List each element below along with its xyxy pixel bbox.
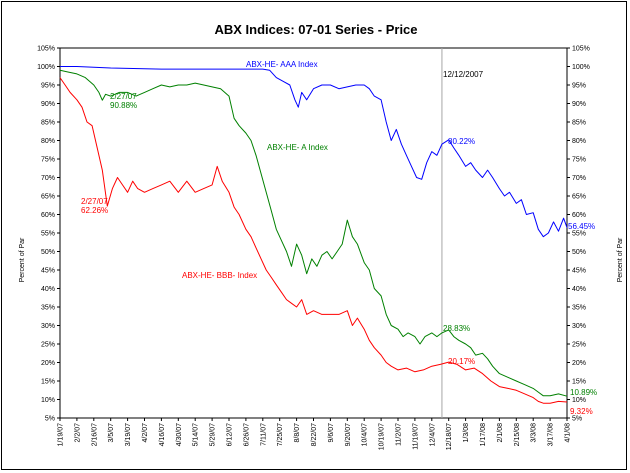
- annotation-bbb-last: 9.32%: [570, 407, 593, 416]
- x-tick-label: 1/3/08: [463, 423, 470, 443]
- x-tick-label: 8/8/07: [294, 423, 301, 443]
- x-tick-label: 12/18/07: [446, 423, 453, 450]
- y-tick-label-left: 65%: [41, 194, 55, 201]
- x-tick-label: 10/19/07: [379, 423, 386, 450]
- annotation-bbb-date: 2/27/07: [81, 197, 108, 206]
- y-tick-label-right: 80%: [572, 138, 586, 145]
- y-tick-label-right: 40%: [572, 286, 586, 293]
- y-tick-label-right: 55%: [572, 231, 586, 238]
- x-tick-label: 5/29/07: [210, 423, 217, 446]
- y-tick-label-right: 85%: [572, 120, 586, 127]
- annotation-aaa-1212: 80.22%: [448, 137, 475, 146]
- y-tick-label-left: 15%: [41, 379, 55, 386]
- y-tick-label-left: 85%: [41, 120, 55, 127]
- y-tick-label-left: 90%: [41, 101, 55, 108]
- x-tick-label: 9/20/07: [345, 423, 352, 446]
- axes-group: 5% 5% 10% 10% 15% 15% 20% 20% 25% 25% 30% 30% 35% 35%…: [37, 46, 590, 451]
- series-group: [59, 66, 568, 404]
- series-line-aaa: [60, 66, 568, 238]
- annotation-a-low: 90.88%: [110, 101, 137, 110]
- y-tick-label-right: 10%: [572, 397, 586, 404]
- y-tick-label-left: 5%: [45, 416, 55, 423]
- y-tick-label-right: 45%: [572, 268, 586, 275]
- y-tick-label-right: 70%: [572, 175, 586, 182]
- y-tick-label-left: 45%: [41, 268, 55, 275]
- series-line-a: [59, 69, 568, 397]
- y-tick-label-left: 105%: [37, 46, 55, 53]
- x-tick-label: 8/22/07: [311, 423, 318, 446]
- y-tick-label-right: 15%: [572, 379, 586, 386]
- x-tick-label: 4/16/07: [159, 423, 166, 446]
- y-tick-label-left: 100%: [37, 64, 55, 71]
- y-tick-label-left: 55%: [41, 231, 55, 238]
- annotation-bbb-1212: 20.17%: [448, 357, 475, 366]
- y-tick-label-right: 100%: [572, 64, 590, 71]
- y-tick-label-right: 65%: [572, 194, 586, 201]
- x-tick-label: 10/4/07: [362, 423, 369, 446]
- x-tick-label: 2/15/08: [514, 423, 521, 446]
- y-tick-label-right: 105%: [572, 46, 590, 53]
- chart-title: ABX Indices: 07-01 Series - Price: [214, 22, 417, 37]
- x-tick-label: 1/17/08: [480, 423, 487, 446]
- y-tick-label-left: 40%: [41, 286, 55, 293]
- annotation-bbb-low: 62.26%: [81, 206, 108, 215]
- x-tick-label: 7/11/07: [260, 423, 267, 446]
- y-tick-label-right: 5%: [572, 416, 582, 423]
- y-tick-label-left: 20%: [41, 360, 55, 367]
- y-tick-label-right: 95%: [572, 83, 586, 90]
- y-tick-label-left: 25%: [41, 342, 55, 349]
- x-tick-label: 2/2/07: [74, 423, 81, 443]
- y-tick-label-left: 35%: [41, 305, 55, 312]
- y-tick-label-right: 50%: [572, 249, 586, 256]
- series-line-bbb: [59, 77, 568, 404]
- annotation-aaa-last: 56.45%: [568, 222, 595, 231]
- x-tick-label: 3/17/08: [548, 423, 555, 446]
- x-tick-label: 4/1/08: [565, 423, 572, 443]
- series-label-bbb: ABX-HE- BBB- Index: [182, 271, 257, 280]
- y-tick-label-right: 35%: [572, 305, 586, 312]
- y-tick-label-right: 60%: [572, 212, 586, 219]
- y-tick-label-left: 50%: [41, 249, 55, 256]
- y-tick-label-left: 60%: [41, 212, 55, 219]
- y-axis-label-left: Percent of Par: [19, 237, 26, 282]
- x-tick-label: 2/1/08: [497, 423, 504, 443]
- y-tick-label-right: 75%: [572, 157, 586, 164]
- y-tick-label-left: 95%: [41, 83, 55, 90]
- x-tick-label: 11/2/07: [396, 423, 403, 446]
- x-tick-label: 5/14/07: [193, 423, 200, 446]
- y-tick-label-right: 25%: [572, 342, 586, 349]
- y-axis-label-right: Percent of Par: [617, 237, 624, 282]
- series-label-a: ABX-HE- A Index: [267, 143, 328, 152]
- y-tick-label-left: 10%: [41, 397, 55, 404]
- y-tick-label-left: 30%: [41, 323, 55, 330]
- x-tick-label: 6/12/07: [227, 423, 234, 446]
- x-tick-label: 3/3/08: [531, 423, 538, 443]
- x-tick-label: 2/16/07: [91, 423, 98, 446]
- x-tick-label: 4/30/07: [176, 423, 183, 446]
- y-tick-label-left: 70%: [41, 175, 55, 182]
- y-tick-label-left: 80%: [41, 138, 55, 145]
- series-label-aaa: ABX-HE- AAA Index: [246, 60, 318, 69]
- y-tick-label-right: 30%: [572, 323, 586, 330]
- vline-label: 12/12/2007: [443, 70, 484, 79]
- x-tick-label: 12/4/07: [429, 423, 436, 446]
- x-tick-label: 3/5/07: [108, 423, 115, 443]
- annotation-a-last: 10.89%: [570, 388, 597, 397]
- x-tick-label: 7/25/07: [277, 423, 284, 446]
- x-tick-label: 6/26/07: [243, 423, 250, 446]
- annotation-a-1212: 28.83%: [443, 324, 470, 333]
- y-tick-label-right: 20%: [572, 360, 586, 367]
- x-tick-label: 3/19/07: [125, 423, 132, 446]
- x-tick-label: 1/19/07: [58, 423, 65, 446]
- x-tick-label: 4/2/07: [142, 423, 149, 443]
- x-tick-label: 9/6/07: [328, 423, 335, 443]
- y-tick-label-left: 75%: [41, 157, 55, 164]
- y-tick-label-right: 90%: [572, 101, 586, 108]
- x-tick-label: 11/19/07: [412, 423, 419, 450]
- annotation-a-date: 2/27/07: [110, 92, 137, 101]
